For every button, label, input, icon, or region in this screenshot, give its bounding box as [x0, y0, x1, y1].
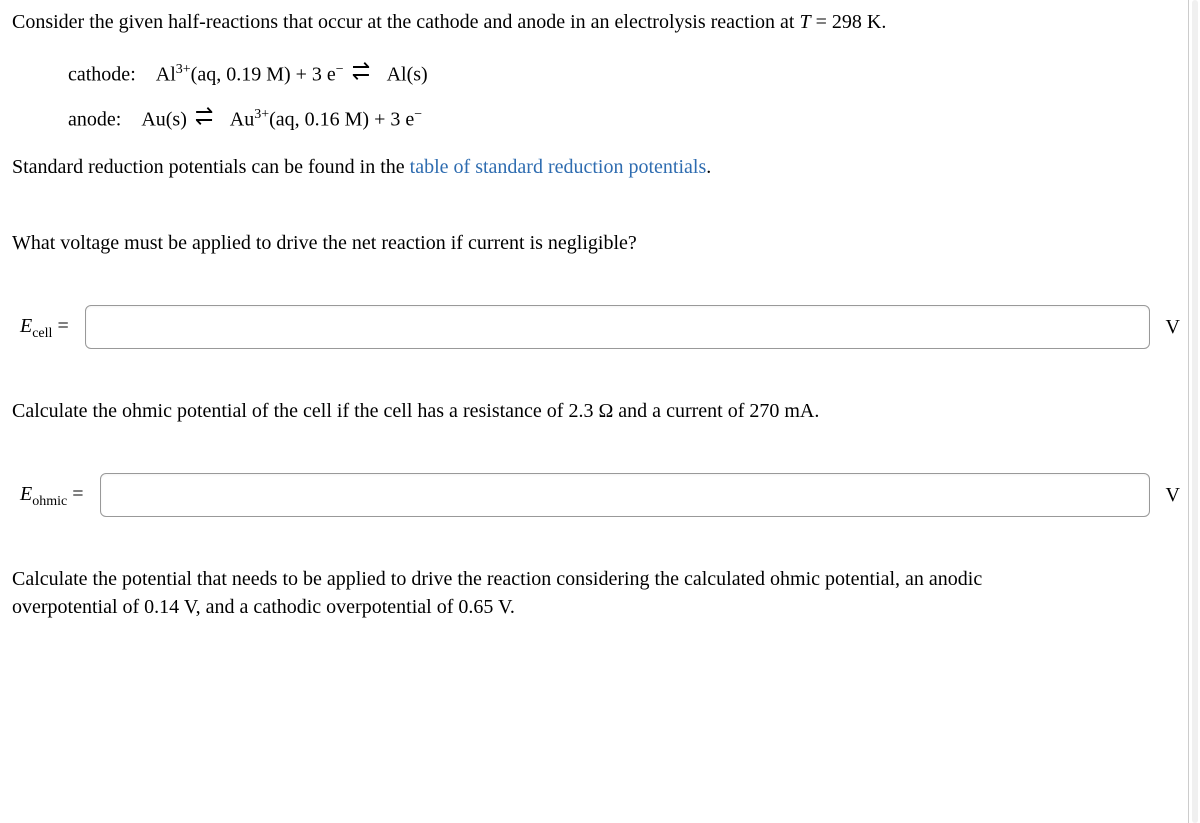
cathode-species: Al	[156, 64, 176, 86]
intro-temp: 298 K.	[832, 11, 886, 33]
anode-reaction: anode: Au(s) Au3+(aq, 0.16 M) + 3 e−	[68, 105, 1188, 134]
eohmic-input[interactable]	[100, 473, 1150, 517]
q3-line2: overpotential of 0.14 V, and a cathodic …	[12, 596, 515, 618]
q3-line1: Calculate the potential that needs to be…	[12, 568, 982, 590]
cathode-label: cathode:	[68, 64, 136, 86]
ecell-row: Ecell = V	[12, 305, 1188, 349]
ecell-sub: cell	[32, 326, 52, 341]
anode-charge: 3+	[254, 107, 269, 122]
ecell-input[interactable]	[85, 305, 1150, 349]
eohmic-eq: =	[67, 483, 83, 505]
eohmic-E: E	[20, 483, 32, 505]
intro-text: Consider the given half-reactions that o…	[12, 8, 1188, 36]
anode-conc: (aq, 0.16 M) + 3 e	[269, 108, 414, 130]
anode-minus: −	[414, 107, 422, 122]
equilibrium-arrow-icon	[195, 114, 223, 128]
anode-label: anode:	[68, 108, 121, 130]
intro-prefix: Consider the given half-reactions that o…	[12, 11, 799, 33]
cathode-product: Al(s)	[383, 64, 428, 86]
cathode-charge: 3+	[176, 62, 191, 77]
cathode-minus: −	[336, 62, 344, 77]
intro-eq: =	[811, 11, 832, 33]
cathode-conc: (aq, 0.19 M) + 3 e	[191, 64, 336, 86]
eohmic-label: Eohmic =	[12, 480, 100, 512]
scrollbar[interactable]	[1188, 0, 1200, 823]
question-2: Calculate the ohmic potential of the cel…	[12, 397, 1188, 425]
srp-line: Standard reduction potentials can be fou…	[12, 153, 1188, 181]
srp-suffix: .	[706, 156, 711, 178]
question-1: What voltage must be applied to drive th…	[12, 229, 1188, 257]
anode-left: Au(s)	[141, 108, 192, 130]
ecell-E: E	[20, 315, 32, 337]
temp-var: T	[799, 11, 810, 33]
equilibrium-arrow-icon	[352, 69, 380, 83]
cathode-reaction: cathode: Al3+(aq, 0.19 M) + 3 e− Al(s)	[68, 60, 1188, 89]
ecell-eq: =	[52, 315, 68, 337]
ecell-unit: V	[1150, 313, 1188, 341]
reactions: cathode: Al3+(aq, 0.19 M) + 3 e− Al(s) a…	[12, 60, 1188, 133]
question-3: Calculate the potential that needs to be…	[12, 565, 1188, 621]
srp-prefix: Standard reduction potentials can be fou…	[12, 156, 410, 178]
eohmic-unit: V	[1150, 481, 1188, 509]
eohmic-row: Eohmic = V	[12, 473, 1188, 517]
srp-link[interactable]: table of standard reduction potentials	[410, 156, 707, 178]
anode-species: Au	[226, 108, 254, 130]
eohmic-sub: ohmic	[32, 494, 67, 509]
ecell-label: Ecell =	[12, 312, 85, 344]
